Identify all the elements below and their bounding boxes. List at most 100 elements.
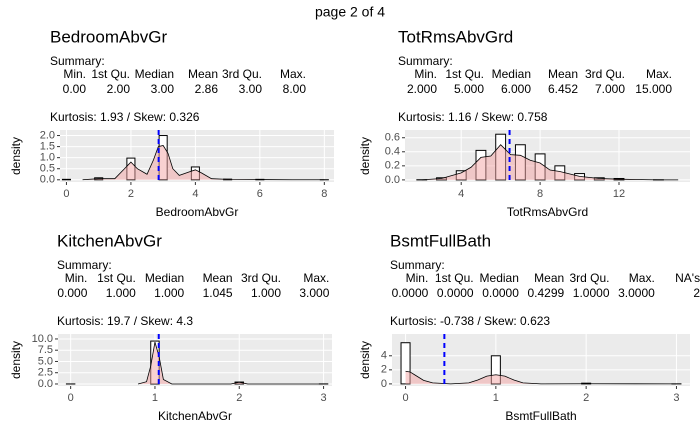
summary-label: Mean <box>188 67 218 81</box>
y-tick-label: 1.5 <box>40 141 55 153</box>
summary-value: 1.000 <box>106 286 136 300</box>
summary-value: 2.000 <box>407 82 437 96</box>
y-axis-label: density <box>9 137 23 175</box>
x-axis-label: BsmtFullBath <box>505 409 576 423</box>
y-tick-label: 0.5 <box>40 163 55 175</box>
summary-title: Summary: <box>50 54 105 68</box>
summary-value: 0.00 <box>63 82 87 96</box>
summary-label: Max. <box>280 67 306 81</box>
summary-label: 1st Qu. <box>445 67 484 81</box>
summary-label: Mean <box>534 271 564 285</box>
summary-label: Mean <box>548 67 578 81</box>
summary-label: Max. <box>646 67 672 81</box>
plot-panel <box>58 334 332 386</box>
summary-label: 1st Qu. <box>97 271 136 285</box>
summary-label: Mean <box>203 271 233 285</box>
x-tick-label: 0 <box>68 392 74 404</box>
plot-panel <box>392 334 690 386</box>
stats-annotation: Kurtosis: -0.738 / Skew: 0.623 <box>390 314 550 328</box>
summary-label: Median <box>480 271 519 285</box>
stats-annotation: Kurtosis: 1.93 / Skew: 0.326 <box>50 110 200 124</box>
y-tick-label: 5.0 <box>38 355 53 367</box>
summary-value: 6.452 <box>548 82 578 96</box>
summary-value: 5.000 <box>454 82 484 96</box>
density-area <box>421 144 679 180</box>
summary-value: 1.045 <box>203 286 233 300</box>
summary-value: 3.000 <box>299 286 329 300</box>
summary-value: 2 <box>693 286 700 300</box>
density-line <box>405 370 677 385</box>
x-axis-label: TotRmsAbvGrd <box>507 205 588 219</box>
x-tick-label: 2 <box>236 392 242 404</box>
x-tick-label: 1 <box>152 392 158 404</box>
summary-value: 7.000 <box>595 82 625 96</box>
x-tick-label: 0 <box>402 392 408 404</box>
x-tick-label: 6 <box>257 188 263 200</box>
summary-value: 8.00 <box>283 82 307 96</box>
summary-value: 1.0000 <box>573 286 610 300</box>
summary-value: 1.000 <box>154 286 184 300</box>
summary-value: 0.0000 <box>392 286 429 300</box>
x-tick-label: 0 <box>63 188 69 200</box>
summary-label: 1st Qu. <box>435 271 474 285</box>
summary-label: 3rd Qu. <box>222 67 262 81</box>
summary-label: 3rd Qu. <box>585 67 625 81</box>
density-area <box>138 342 324 384</box>
summary-label: Median <box>135 67 174 81</box>
summary-label: Max. <box>303 271 329 285</box>
density-line <box>82 145 325 181</box>
panel-title: BsmtFullBath <box>390 231 491 250</box>
summary-label: Min. <box>65 271 88 285</box>
x-tick-label: 12 <box>613 188 625 200</box>
summary-value: 0.4299 <box>527 286 564 300</box>
panel-title: BedroomAbvGr <box>50 27 167 46</box>
summary-value: 15.000 <box>635 82 672 96</box>
summary-value: 0.0000 <box>437 286 474 300</box>
y-tick-label: 10.0 <box>32 333 53 345</box>
x-tick-label: 2 <box>583 392 589 404</box>
y-tick-label: 1.0 <box>40 152 55 164</box>
summary-label: Min. <box>63 67 86 81</box>
y-tick-label: 2.0 <box>40 129 55 141</box>
summary-value: 0.0000 <box>482 286 519 300</box>
density-line <box>137 341 324 385</box>
density-line <box>421 144 679 181</box>
panel-title: TotRmsAbvGrd <box>398 27 513 46</box>
y-tick-label: 2 <box>381 364 387 376</box>
summary-label: Min. <box>406 271 429 285</box>
x-tick-label: 2 <box>128 188 134 200</box>
stats-annotation: Kurtosis: 1.16 / Skew: 0.758 <box>398 110 548 124</box>
summary-label: Min. <box>414 67 437 81</box>
summary-label: 3rd Qu. <box>569 271 609 285</box>
summary-value: 2.00 <box>107 82 131 96</box>
x-tick-label: 8 <box>321 188 327 200</box>
summary-label: 1st Qu. <box>91 67 130 81</box>
summary-title: Summary: <box>398 54 453 68</box>
y-tick-label: 0.0 <box>385 174 400 186</box>
summary-label: 3rd Qu. <box>241 271 281 285</box>
page-title: page 2 of 4 <box>315 4 385 20</box>
y-tick-label: 7.5 <box>38 344 53 356</box>
summary-value: 3.00 <box>239 82 263 96</box>
summary-value: 2.86 <box>195 82 219 96</box>
y-tick-label: 0.2 <box>385 160 400 172</box>
x-axis-label: BedroomAbvGr <box>156 205 239 219</box>
summary-value: 6.000 <box>501 82 531 96</box>
stats-annotation: Kurtosis: 19.7 / Skew: 4.3 <box>57 314 193 328</box>
summary-label: Median <box>492 67 531 81</box>
summary-value: 1.000 <box>251 286 281 300</box>
summary-value: 0.000 <box>57 286 87 300</box>
summary-label: Max. <box>629 271 655 285</box>
y-tick-label: 0.4 <box>385 146 400 158</box>
y-tick-label: 4 <box>381 350 387 362</box>
y-axis-label: density <box>358 137 372 175</box>
y-axis-label: density <box>358 341 372 379</box>
y-axis-label: density <box>9 341 23 379</box>
y-tick-label: 0 <box>381 378 387 390</box>
x-tick-label: 3 <box>321 392 327 404</box>
summary-title: Summary: <box>57 258 112 272</box>
x-tick-label: 3 <box>673 392 679 404</box>
y-tick-label: 0.0 <box>38 378 53 390</box>
summary-value: 3.00 <box>151 82 175 96</box>
